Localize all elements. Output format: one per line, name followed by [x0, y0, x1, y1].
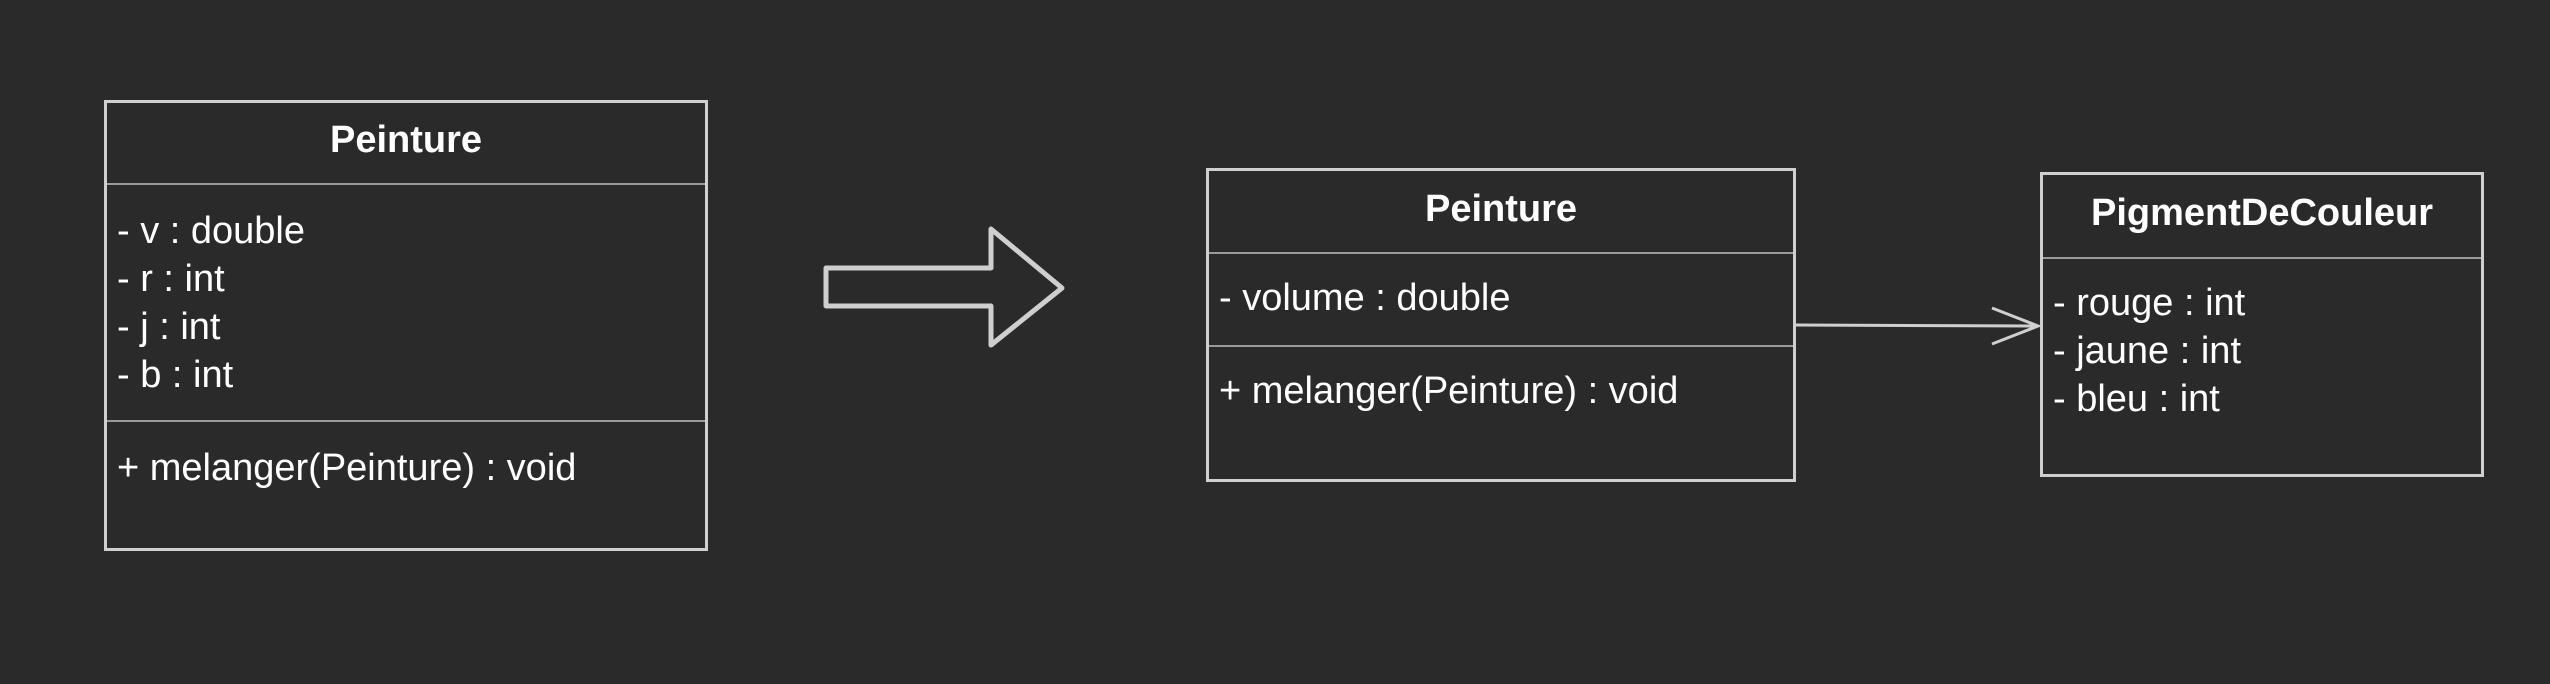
- class-box-peinture-after: Peinture - volume : double + melanger(Pe…: [1206, 168, 1796, 482]
- class-box-peinture-before: Peinture - v : double - r : int - j : in…: [104, 100, 708, 551]
- attribute-row: - volume : double: [1219, 277, 1511, 319]
- attributes-compartment: - v : double - r : int - j : int - b : i…: [107, 185, 705, 422]
- attribute-row: - j : int: [117, 306, 221, 348]
- class-name: PigmentDeCouleur: [2043, 175, 2481, 259]
- attribute-row: - jaune : int: [2053, 330, 2241, 372]
- attribute-row: - v : double: [117, 210, 305, 252]
- open-arrowhead-icon: [1991, 306, 2043, 346]
- attribute-row: - rouge : int: [2053, 282, 2246, 324]
- operations-compartment: + melanger(Peinture) : void: [1209, 347, 1793, 415]
- attribute-row: - r : int: [117, 258, 225, 300]
- attributes-compartment: - volume : double: [1209, 254, 1793, 347]
- attributes-compartment: - rouge : int - jaune : int - bleu : int: [2043, 259, 2481, 423]
- operations-compartment: + melanger(Peinture) : void: [107, 422, 705, 492]
- operation-row: + melanger(Peinture) : void: [117, 447, 577, 489]
- attribute-row: - bleu : int: [2053, 378, 2220, 420]
- association-line: [1794, 323, 2039, 328]
- operation-row: + melanger(Peinture) : void: [1219, 370, 1679, 412]
- right-arrow-outline-icon: [823, 226, 1065, 348]
- class-name: Peinture: [1209, 171, 1793, 254]
- attribute-row: - b : int: [117, 354, 234, 396]
- class-name: Peinture: [107, 103, 705, 185]
- class-box-pigment-de-couleur: PigmentDeCouleur - rouge : int - jaune :…: [2040, 172, 2484, 477]
